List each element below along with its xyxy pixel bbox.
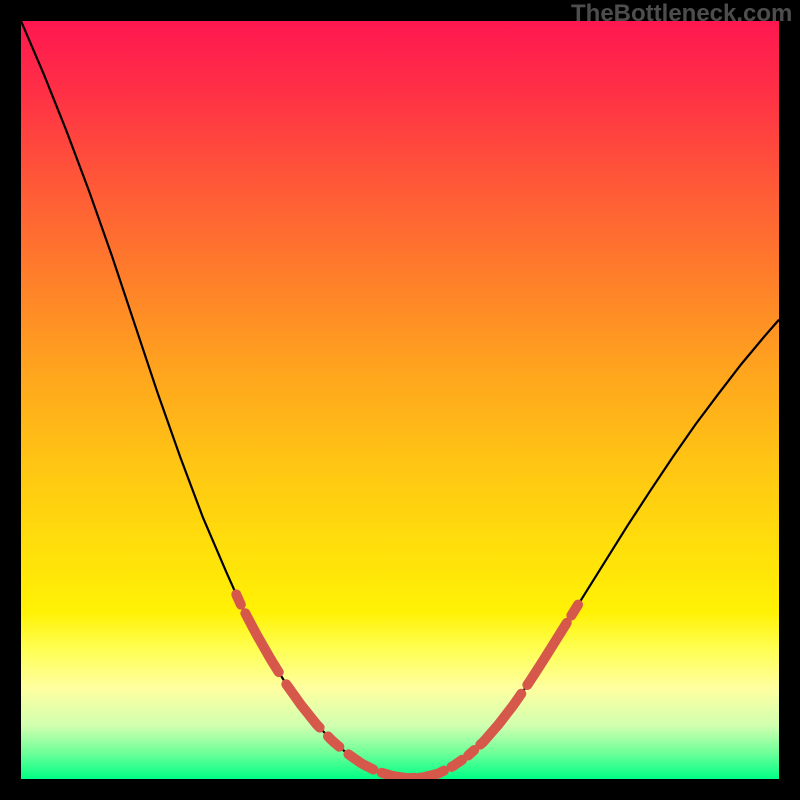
watermark-text: TheBottleneck.com: [571, 0, 792, 28]
dash-segment: [245, 613, 278, 672]
dash-segment: [452, 760, 463, 767]
dash-segment: [348, 754, 373, 769]
dash-segment: [328, 736, 339, 746]
dash-segment: [382, 773, 415, 778]
dash-segment: [286, 684, 319, 727]
dash-segment: [571, 605, 578, 616]
chart-svg: [21, 21, 779, 779]
plot-area: [21, 21, 779, 779]
dash-segment: [420, 771, 444, 778]
dash-segment: [468, 750, 474, 755]
dash-segment: [236, 594, 241, 604]
bottleneck-curve: [21, 21, 779, 778]
dash-segment: [527, 623, 566, 685]
dash-segment: [480, 694, 521, 745]
dash-overlay: [236, 594, 578, 778]
